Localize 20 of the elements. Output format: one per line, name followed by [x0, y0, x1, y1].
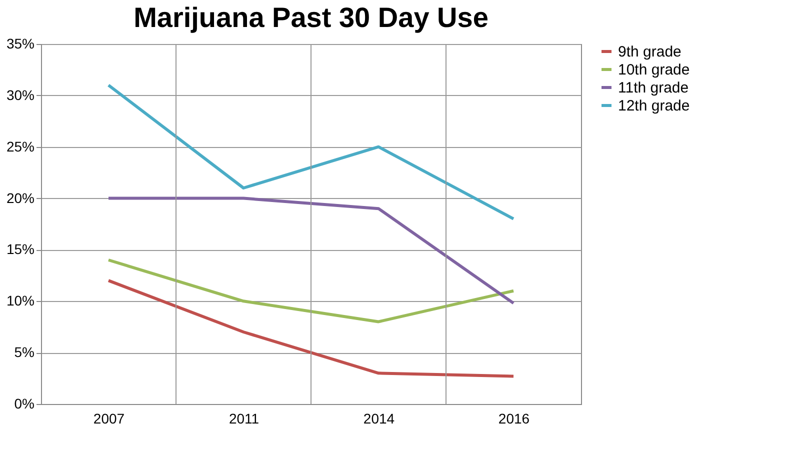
legend-label: 10th grade [618, 62, 690, 78]
y-tick-label: 0% [14, 396, 34, 412]
legend-label: 11th grade [618, 80, 689, 96]
line-series [107, 84, 515, 220]
x-tick-label: 2014 [363, 410, 395, 426]
y-tick-label: 35% [6, 36, 34, 52]
line-series [107, 258, 515, 324]
y-tick-label: 15% [6, 241, 34, 258]
y-tick-label: 10% [6, 292, 34, 309]
legend-label: 9th grade [618, 44, 682, 60]
x-tick-label: 2016 [498, 410, 530, 426]
line-series [107, 279, 515, 378]
legend-label: 12th grade [618, 98, 690, 114]
x-tick-label: 2007 [93, 410, 125, 426]
y-tick-label: 30% [6, 86, 34, 103]
x-tick-label: 2011 [228, 410, 260, 426]
y-tick-label: 25% [6, 138, 34, 154]
y-tick-label: 20% [6, 190, 34, 206]
y-tick-label: 5% [14, 344, 34, 360]
chart-title: Marijuana Past 30 Day Use [134, 2, 488, 33]
